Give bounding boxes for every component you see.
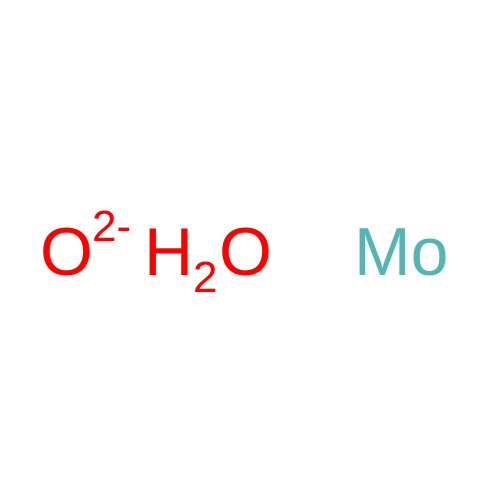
oxide-charge: 2-: [92, 205, 131, 249]
molybdenum-symbol: Mo: [354, 218, 448, 286]
water-oxygen: O: [219, 218, 272, 286]
water-hydrogen: H: [144, 218, 193, 286]
formula-canvas: O 2- H 2 O Mo: [0, 0, 500, 500]
water-subscript-2: 2: [193, 256, 217, 300]
oxide-oxygen: O: [40, 218, 93, 286]
